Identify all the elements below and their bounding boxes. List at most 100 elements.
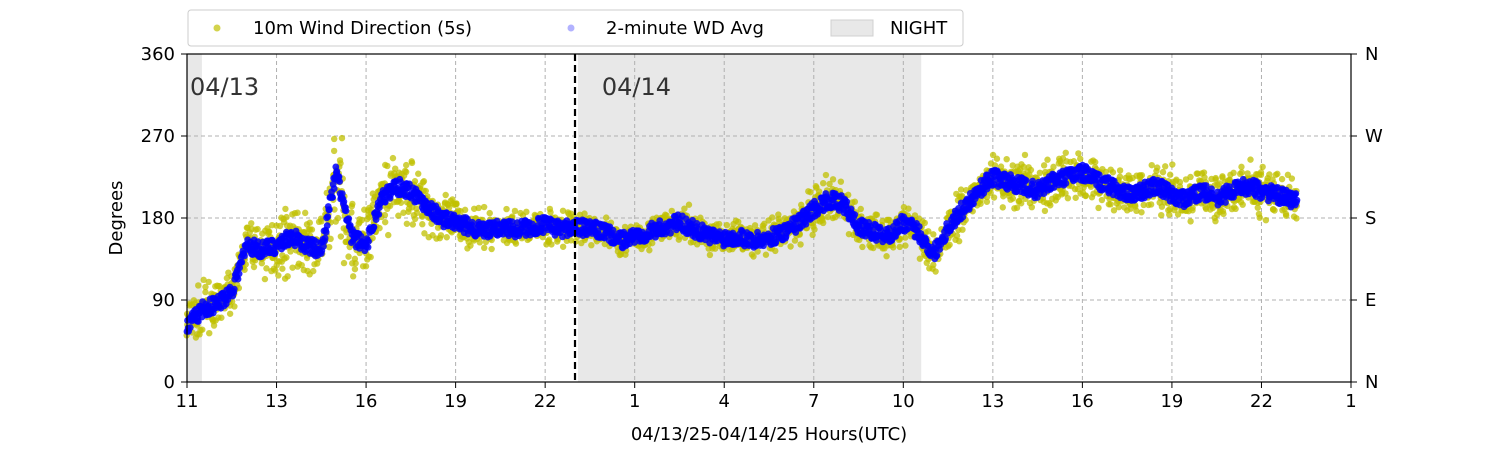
x-tick-label: 11 <box>176 391 199 412</box>
wd-point <box>384 162 391 170</box>
wd-avg-point <box>330 185 338 193</box>
wd-point <box>649 239 656 247</box>
wd-point <box>1047 202 1054 209</box>
wd-point <box>1254 204 1261 211</box>
wd-avg-point <box>375 211 383 218</box>
wd-point <box>1020 163 1027 171</box>
wd-point <box>397 199 405 206</box>
wd-avg-point <box>468 218 476 226</box>
wd-point <box>250 263 258 271</box>
wd-point <box>503 205 510 213</box>
wd-point <box>352 260 359 267</box>
wd-point <box>1257 171 1265 179</box>
wd-point <box>413 205 420 212</box>
wd-point <box>1013 204 1021 211</box>
wd-point <box>706 251 714 259</box>
wd-point <box>1138 172 1146 179</box>
x-axis-ticks: 11 13 16 19 22 1 4 7 10 13 16 19 22 1 <box>176 382 1357 412</box>
wd-point <box>1288 175 1296 182</box>
wd-point <box>902 234 909 241</box>
wd-avg-point <box>365 237 372 245</box>
wd-avg-point <box>1245 190 1252 198</box>
wd-point <box>797 241 804 248</box>
wd-point <box>1003 155 1010 163</box>
wd-avg-point <box>609 226 617 234</box>
wd-point <box>289 264 296 271</box>
wd-point <box>488 245 495 253</box>
wd-point <box>358 216 366 224</box>
wd-point <box>475 204 482 212</box>
wd-point <box>330 147 338 155</box>
wd-point <box>1153 167 1160 175</box>
y-axis-label: Degrees <box>106 181 127 256</box>
wd-avg-point <box>851 211 859 219</box>
wd-avg-point <box>321 234 329 242</box>
wd-point <box>1201 174 1208 181</box>
wd-point <box>308 226 316 233</box>
x-tick-label: 16 <box>355 391 378 412</box>
wd-avg-point <box>271 249 279 257</box>
legend: 10m Wind Direction (5s) 2-minute WD Avg … <box>187 9 964 47</box>
x-tick-label: 1 <box>629 391 640 412</box>
wd-point <box>990 194 998 201</box>
wd-point <box>1095 204 1102 212</box>
wd-point <box>1262 216 1270 224</box>
wd-point <box>977 200 984 207</box>
wd-point <box>282 205 289 213</box>
wd-point <box>1062 149 1069 156</box>
wd-point <box>449 196 456 203</box>
wd-point <box>815 188 823 195</box>
wd-point <box>1064 194 1072 202</box>
wd-point <box>1271 207 1278 214</box>
wd-point <box>1133 207 1140 215</box>
wd-point <box>1230 169 1237 177</box>
wd-avg-point <box>323 222 331 230</box>
wd-point <box>348 209 355 216</box>
wd-avg-point <box>338 190 346 198</box>
wd-point <box>1187 218 1194 225</box>
wd-point <box>1282 212 1290 219</box>
wd-point <box>930 261 937 269</box>
wd-point <box>1082 192 1089 199</box>
wd-point <box>419 179 427 186</box>
wd-point <box>1189 204 1196 211</box>
wd-point <box>1110 207 1118 214</box>
wd-point <box>421 230 428 237</box>
x-tick-label: 1 <box>1345 391 1356 412</box>
wd-point <box>523 208 530 216</box>
wd-point <box>345 253 352 260</box>
wd-point <box>559 243 567 250</box>
wd-point <box>993 155 1001 162</box>
wd-avg-point <box>364 243 372 251</box>
wd-point <box>603 214 610 221</box>
wd-point <box>983 198 991 205</box>
wd-point <box>581 210 588 217</box>
wd-avg-point <box>1292 190 1300 197</box>
wd-point <box>787 243 794 250</box>
wd-point <box>646 247 653 254</box>
wd-point <box>859 243 866 251</box>
wd-point <box>930 231 937 238</box>
wd-point <box>337 233 345 240</box>
wd-point <box>442 191 449 199</box>
y-tick-label: 270 <box>141 126 175 147</box>
wd-point <box>226 310 234 317</box>
legend-marker-avg <box>567 24 575 32</box>
wd-avg-point <box>241 252 248 260</box>
wd-point <box>762 251 770 258</box>
x-tick-label: 13 <box>265 391 288 412</box>
wd-point <box>284 273 291 280</box>
wd-point <box>905 205 912 212</box>
wd-avg-point <box>320 243 327 250</box>
wd-avg-point <box>194 318 202 325</box>
wd-point <box>415 170 422 177</box>
wd-point <box>1247 156 1254 163</box>
wd-point <box>348 203 355 210</box>
wd-point <box>1256 214 1263 221</box>
wd-point <box>559 207 567 214</box>
wd-point <box>958 192 966 200</box>
wd-point <box>349 273 357 280</box>
wd-point <box>272 267 279 274</box>
wd-point <box>443 234 450 241</box>
